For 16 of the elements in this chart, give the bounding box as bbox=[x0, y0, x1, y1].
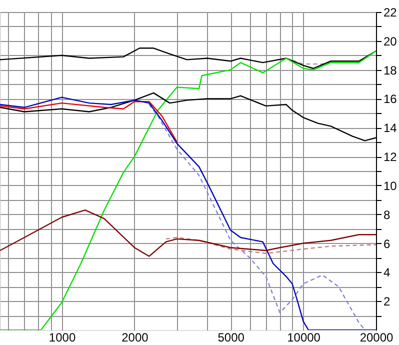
x-tick-label: 1000 bbox=[48, 330, 76, 344]
y-tick-label: 2 bbox=[384, 294, 390, 309]
y-tick-label: 16 bbox=[384, 92, 398, 106]
y-tick-label: 8 bbox=[384, 208, 390, 222]
y-tick-label: 4 bbox=[384, 266, 390, 280]
x-tick-label: 5000 bbox=[218, 330, 245, 344]
y-tick-label: 22 bbox=[384, 6, 398, 20]
y-tick-label: 14 bbox=[384, 121, 398, 136]
x-tick-label: 20000 bbox=[360, 330, 394, 344]
y-tick-label: 12 bbox=[384, 150, 398, 164]
y-tick-label: 18 bbox=[384, 63, 398, 78]
x-tick-label: 2000 bbox=[122, 330, 149, 344]
y-tick-label: 6 bbox=[384, 236, 390, 251]
y-tick-label: 20 bbox=[384, 34, 398, 48]
y-tick-label: 10 bbox=[384, 178, 398, 193]
x-tick-label: 10000 bbox=[287, 330, 321, 344]
